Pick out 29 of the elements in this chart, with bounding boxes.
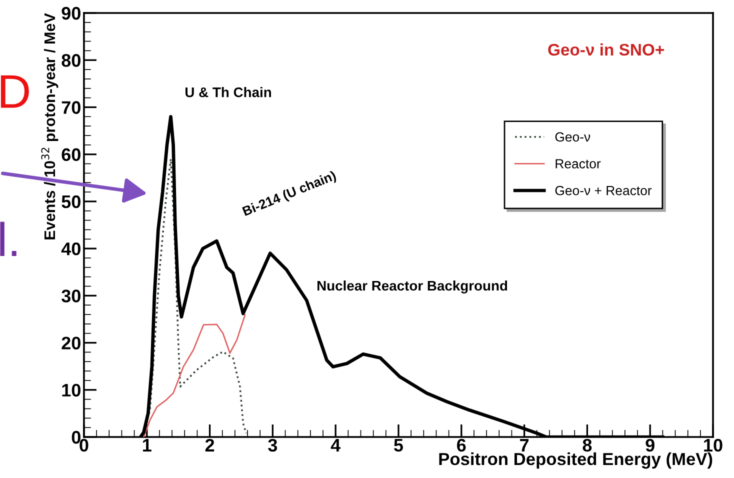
x-tick-label: 8 <box>582 438 592 452</box>
text: l. <box>0 222 16 256</box>
x-tick-label: 2 <box>205 438 214 452</box>
annotation: Nuclear Reactor Background <box>317 280 508 294</box>
x-tick-label: 1 <box>142 439 152 452</box>
y-tick-label: 40 <box>61 242 80 256</box>
y-tick-label: 50 <box>62 195 80 208</box>
y-tick-label: 10 <box>62 384 80 397</box>
x-tick-label: 3 <box>268 438 278 452</box>
x-tick-label: 4 <box>330 439 341 452</box>
x-tick-label: 7 <box>520 439 529 452</box>
text: D <box>0 75 29 108</box>
y-tick-label: 60 <box>62 148 80 162</box>
annotation: Geo-ν in SNO+ <box>548 43 664 56</box>
y-tick-label: 90 <box>62 6 80 20</box>
x-tick-label: 10 <box>704 438 722 452</box>
x-tick-label: 6 <box>457 438 466 452</box>
annotation: U & Th Chain <box>186 87 271 98</box>
y-axis-title: Events / 10$^{32}$ proton-year / MeV <box>41 13 58 240</box>
y-tick-label: 80 <box>62 54 80 67</box>
legend-label: Reactor <box>556 159 601 168</box>
y-tick-label: 70 <box>62 101 80 114</box>
legend-label: Geo-ν + Reactor <box>555 186 652 196</box>
legend-label: Geo-ν <box>555 132 590 142</box>
y-tick-label: 30 <box>62 290 80 302</box>
x-tick-label: 5 <box>394 439 404 452</box>
x-axis-title: Positron Deposited Energy (MeV) <box>439 452 712 469</box>
y-tick-label: 20 <box>62 336 80 350</box>
x-tick-label: 9 <box>646 438 654 452</box>
